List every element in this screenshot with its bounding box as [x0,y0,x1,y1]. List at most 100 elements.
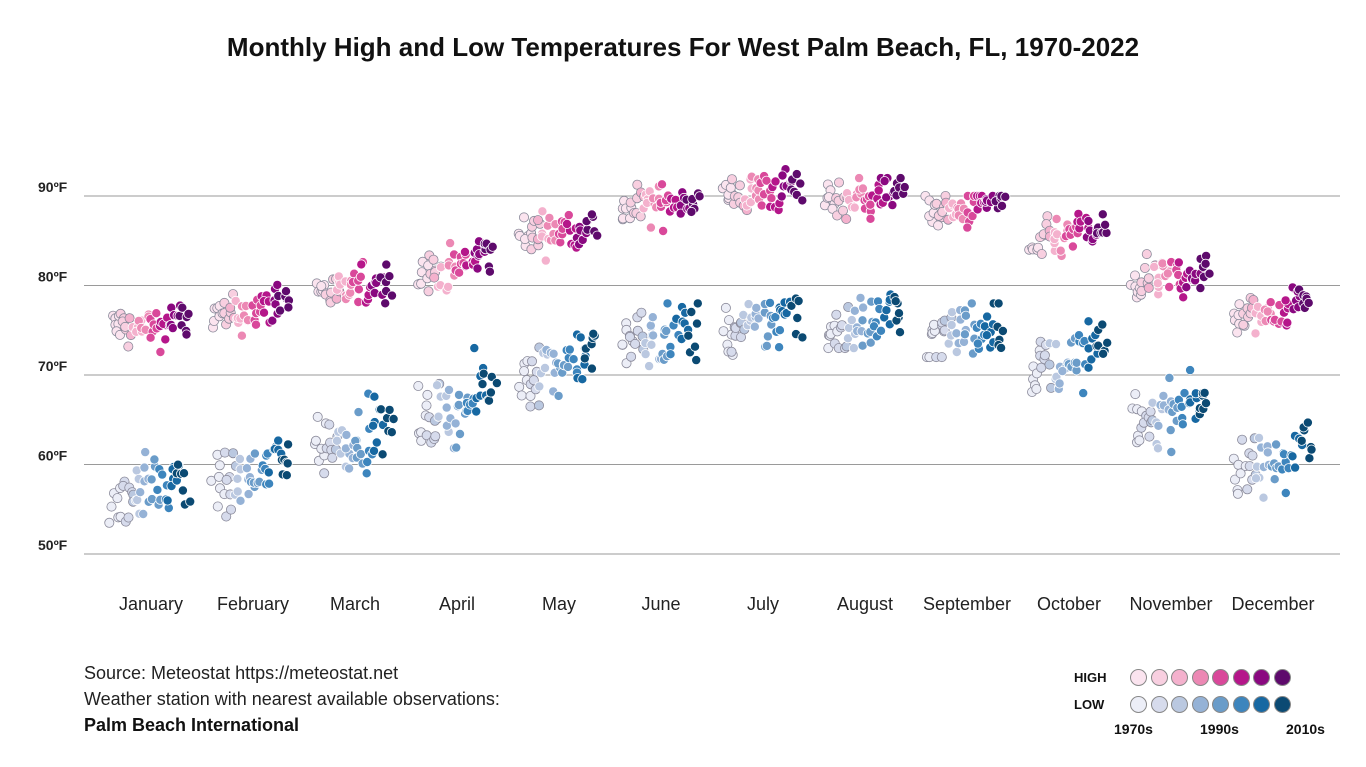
data-point [104,517,115,528]
data-point [386,290,397,301]
data-point [630,338,641,349]
data-point [235,495,246,506]
data-point [1238,319,1249,330]
y-tick-label: 70ºF [38,358,68,374]
data-point [1304,453,1315,464]
data-point [146,474,157,485]
data-point [553,390,564,401]
legend-high-row: HIGH [1068,666,1294,688]
data-point [849,202,860,213]
data-point [362,456,373,467]
legend-low-row: LOW [1068,693,1294,715]
data-point [834,177,845,188]
data-point [281,470,292,481]
data-point [319,468,330,479]
source-text: Source: Meteostat https://meteostat.net [84,663,399,683]
data-point [1303,297,1314,308]
y-tick-label: 80ºF [38,269,68,285]
data-point [381,259,392,270]
data-point [533,215,544,226]
station-name: Palm Beach International [84,715,300,735]
gridlines [84,195,1340,555]
data-point [263,467,274,478]
data-point [766,193,777,204]
x-tick-label: April [439,594,475,614]
data-point [657,179,668,190]
data-point [564,344,575,355]
data-point [1195,283,1206,294]
data-point [562,218,573,229]
data-point [469,343,480,354]
data-point [428,254,439,265]
data-point [1143,282,1154,293]
data-point [124,313,135,324]
data-point [881,192,892,203]
x-tick-label: January [119,594,183,614]
data-point [1247,450,1258,461]
data-point [445,238,456,249]
data-point [537,206,548,217]
data-point [586,363,597,374]
x-tick-label: February [217,594,289,614]
data-point [485,387,496,398]
data-point [1179,388,1190,399]
data-point [514,381,525,392]
legend-decade-label: 2010s [1286,721,1325,737]
data-point [540,362,551,373]
data-point [241,463,252,474]
data-point [273,435,284,446]
data-point [563,361,574,372]
data-point [1031,383,1042,394]
data-point [177,485,188,496]
legend-low-label: LOW [1074,696,1105,712]
data-point [1083,362,1094,373]
data-point [858,302,869,313]
data-point [324,419,335,430]
data-point [626,351,637,362]
data-point [225,302,236,313]
data-point [353,284,364,295]
data-point [450,418,461,429]
data-point [483,395,494,406]
scatter-plot: 50ºF 60ºF 70ºF 80ºF 90ºF January February Marc… [38,164,1340,614]
data-point [310,435,321,446]
data-point [1173,257,1184,268]
legend-low-swatch [1150,695,1168,713]
data-point [1262,447,1273,458]
data-point [899,182,910,193]
x-tick-label: September [923,594,1011,614]
data-point [384,404,395,415]
data-point [1237,434,1248,445]
data-point [756,200,767,211]
data-point [568,354,579,365]
data-point [694,191,705,202]
data-point [264,478,275,489]
data-point [1098,348,1109,359]
data-point [951,328,962,339]
data-point [534,400,545,411]
data-point [453,399,464,410]
legend: HIGH LOW 1970s 1990s 2010s [1068,664,1358,744]
data-point [432,380,443,391]
x-axis-month-labels: January February March April May June July Augu… [119,594,1315,614]
data-point [966,298,977,309]
data-point [1280,295,1291,306]
data-point [516,390,527,401]
y-tick-label: 50ºF [38,537,68,553]
data-point [936,352,947,363]
data-point [797,195,808,206]
data-point [453,389,464,400]
data-point [380,298,391,309]
data-point [157,469,168,480]
data-point [1152,278,1163,289]
data-point [781,308,792,319]
data-point [646,339,657,350]
data-point [422,389,433,400]
data-point [869,321,880,332]
data-point [356,259,367,270]
x-tick-label: December [1231,594,1314,614]
data-point [1134,435,1145,446]
data-point [471,406,482,417]
data-point [683,330,694,341]
data-point [1178,292,1189,303]
